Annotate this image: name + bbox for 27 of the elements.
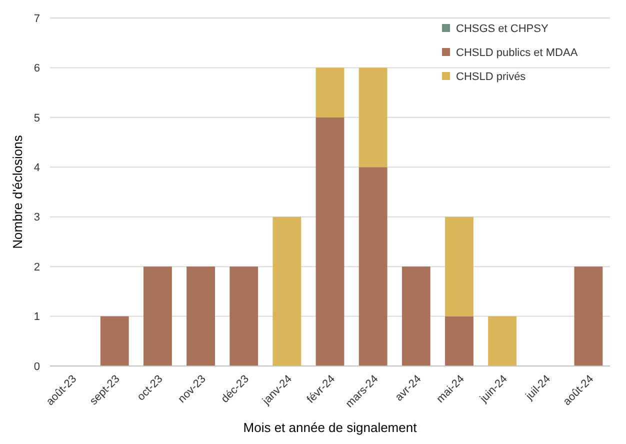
y-axis-title: Nombre d'éclosions [10, 134, 25, 249]
bar [445, 216, 474, 316]
bar [358, 167, 388, 366]
bar [272, 216, 302, 366]
y-tick-label: 3 [34, 212, 40, 224]
legend-label: CHSGS et CHPSY [456, 22, 549, 35]
y-tick-label: 1 [34, 311, 40, 324]
x-axis-title: Mois et année de signalement [243, 420, 418, 435]
bar [574, 266, 603, 366]
bar [316, 117, 344, 366]
legend-label: CHSLD privés [456, 70, 526, 83]
y-tick-label: 4 [34, 162, 40, 174]
y-tick-label: 6 [34, 62, 40, 75]
y-tick-label: 0 [34, 360, 40, 373]
bar [445, 316, 474, 366]
bar [358, 68, 388, 168]
bar [230, 266, 258, 366]
y-tick-label: 7 [34, 12, 40, 25]
bar [143, 266, 172, 366]
legend-label: CHSLD publics et MDAA [456, 46, 578, 59]
bar [100, 316, 129, 366]
bar [488, 316, 517, 366]
y-tick-label: 5 [34, 112, 40, 124]
bar [316, 68, 344, 118]
y-tick-label: 2 [34, 261, 40, 274]
bar [186, 266, 215, 366]
bar [402, 266, 430, 366]
